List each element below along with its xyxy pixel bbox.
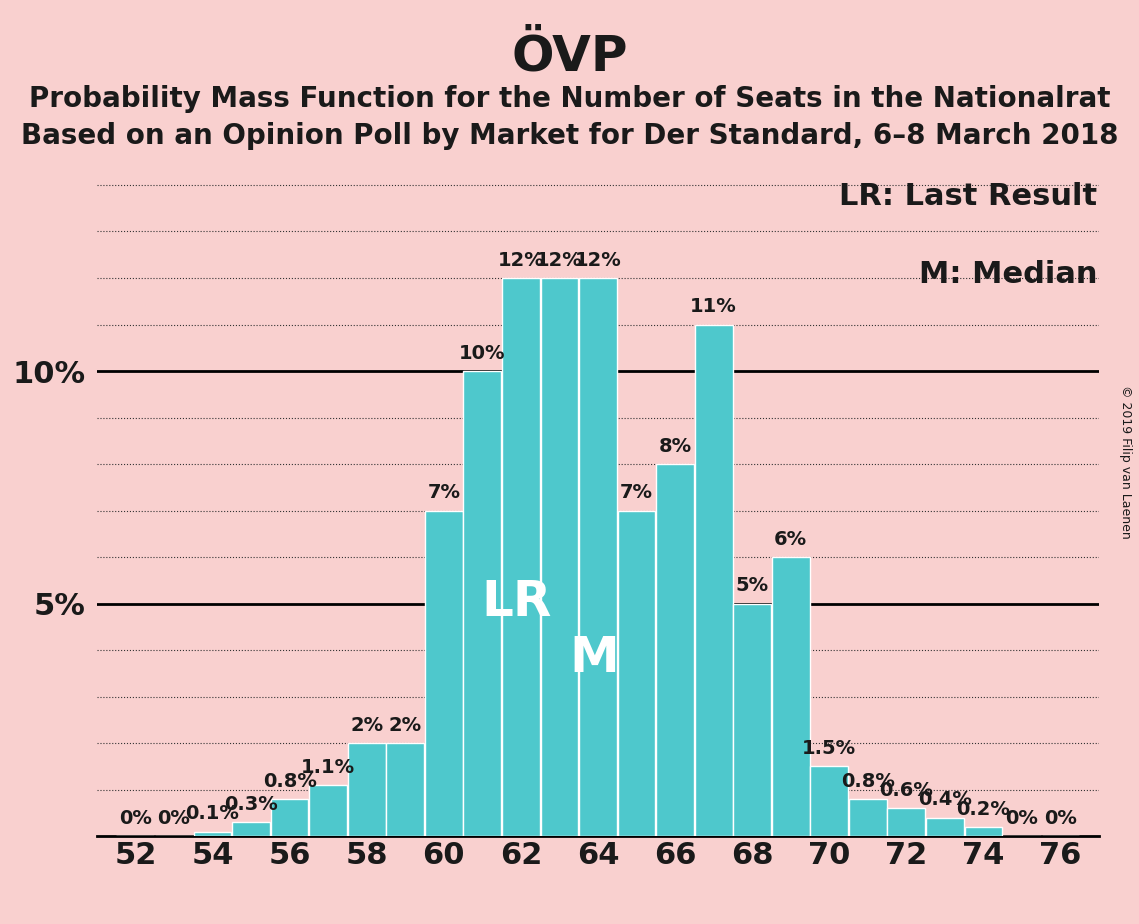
Text: 6%: 6% (775, 529, 808, 549)
Text: 5%: 5% (736, 577, 769, 595)
Text: 0.4%: 0.4% (918, 790, 972, 809)
Bar (617, 511, 655, 836)
Bar (425, 511, 462, 836)
Text: 1.1%: 1.1% (301, 758, 355, 777)
Text: 0.6%: 0.6% (879, 781, 933, 800)
Bar (541, 278, 579, 836)
Text: Probability Mass Function for the Number of Seats in the Nationalrat: Probability Mass Function for the Number… (28, 85, 1111, 113)
Text: 7%: 7% (427, 483, 460, 503)
Text: LR: LR (482, 578, 552, 626)
Text: 12%: 12% (536, 250, 583, 270)
Text: 8%: 8% (658, 437, 691, 456)
Text: 0.8%: 0.8% (263, 772, 317, 791)
Bar (386, 743, 424, 836)
Text: 0%: 0% (118, 808, 151, 828)
Bar (965, 827, 1002, 836)
Text: 0.1%: 0.1% (186, 804, 239, 823)
Bar (579, 278, 617, 836)
Text: 7%: 7% (620, 483, 653, 503)
Text: M: Median: M: Median (919, 260, 1097, 288)
Text: 10%: 10% (459, 344, 506, 362)
Text: 0.2%: 0.2% (957, 799, 1010, 819)
Text: 1.5%: 1.5% (802, 739, 857, 758)
Text: 12%: 12% (498, 250, 544, 270)
Bar (232, 822, 270, 836)
Text: 0%: 0% (157, 808, 190, 828)
Bar (309, 785, 347, 836)
Bar (849, 799, 887, 836)
Text: 0%: 0% (1006, 808, 1039, 828)
Text: 12%: 12% (574, 250, 622, 270)
Bar (502, 278, 540, 836)
Bar (194, 832, 231, 836)
Text: 2%: 2% (350, 716, 383, 735)
Text: 0.8%: 0.8% (841, 772, 895, 791)
Text: LR: Last Result: LR: Last Result (839, 182, 1097, 211)
Bar (656, 464, 694, 836)
Text: 0%: 0% (1044, 808, 1077, 828)
Bar (464, 371, 501, 836)
Text: Based on an Opinion Poll by Market for Der Standard, 6–8 March 2018: Based on an Opinion Poll by Market for D… (21, 122, 1118, 150)
Bar (271, 799, 309, 836)
Text: 2%: 2% (388, 716, 421, 735)
Bar (887, 808, 925, 836)
Text: 0.3%: 0.3% (224, 795, 278, 814)
Text: 11%: 11% (690, 298, 737, 316)
Bar (695, 324, 732, 836)
Text: © 2019 Filip van Laenen: © 2019 Filip van Laenen (1118, 385, 1132, 539)
Text: ÖVP: ÖVP (511, 32, 628, 80)
Bar (347, 743, 386, 836)
Bar (734, 603, 771, 836)
Text: M: M (570, 634, 618, 682)
Bar (772, 557, 810, 836)
Bar (926, 818, 964, 836)
Bar (810, 766, 849, 836)
